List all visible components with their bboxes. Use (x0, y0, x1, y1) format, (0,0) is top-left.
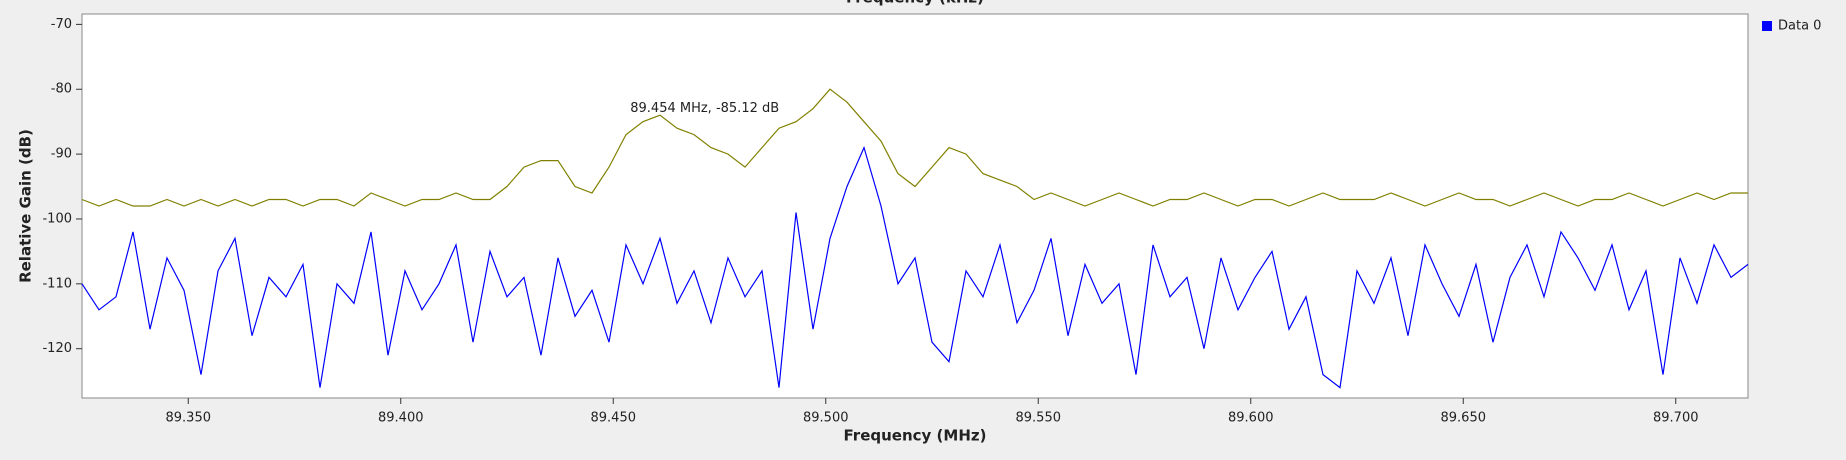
series-line (81, 88, 1748, 207)
x-tick-label: 89.350 (166, 411, 212, 426)
plot-area (81, 13, 1749, 399)
y-tick-label: -90 (51, 147, 72, 162)
x-tick-label: 89.450 (591, 411, 637, 426)
y-tick-label: -80 (51, 82, 72, 97)
x-tick-label: 89.400 (378, 411, 424, 426)
x-tick-label: 89.550 (1016, 411, 1062, 426)
y-tick-label: -120 (42, 341, 72, 356)
x-tick-label: 89.500 (803, 411, 849, 426)
y-axis-title: Relative Gain (dB) (17, 129, 35, 283)
x-axis-title: Frequency (MHz) (844, 427, 987, 445)
x-tick-label: 89.600 (1228, 411, 1274, 426)
y-tick-label: -100 (42, 211, 72, 226)
legend-swatch (1762, 21, 1772, 31)
annotation: 89.454 MHz, -85.12 dB (630, 101, 779, 116)
legend-label: Data 0 (1778, 19, 1821, 34)
x-tick-label: 89.700 (1653, 411, 1699, 426)
x-tick-label: 89.650 (1441, 411, 1487, 426)
top-axis-title: Frequency (kHz) (846, 0, 984, 7)
y-tick-label: -110 (42, 276, 72, 291)
y-tick-label: -70 (51, 17, 72, 32)
series-line (81, 145, 1749, 389)
